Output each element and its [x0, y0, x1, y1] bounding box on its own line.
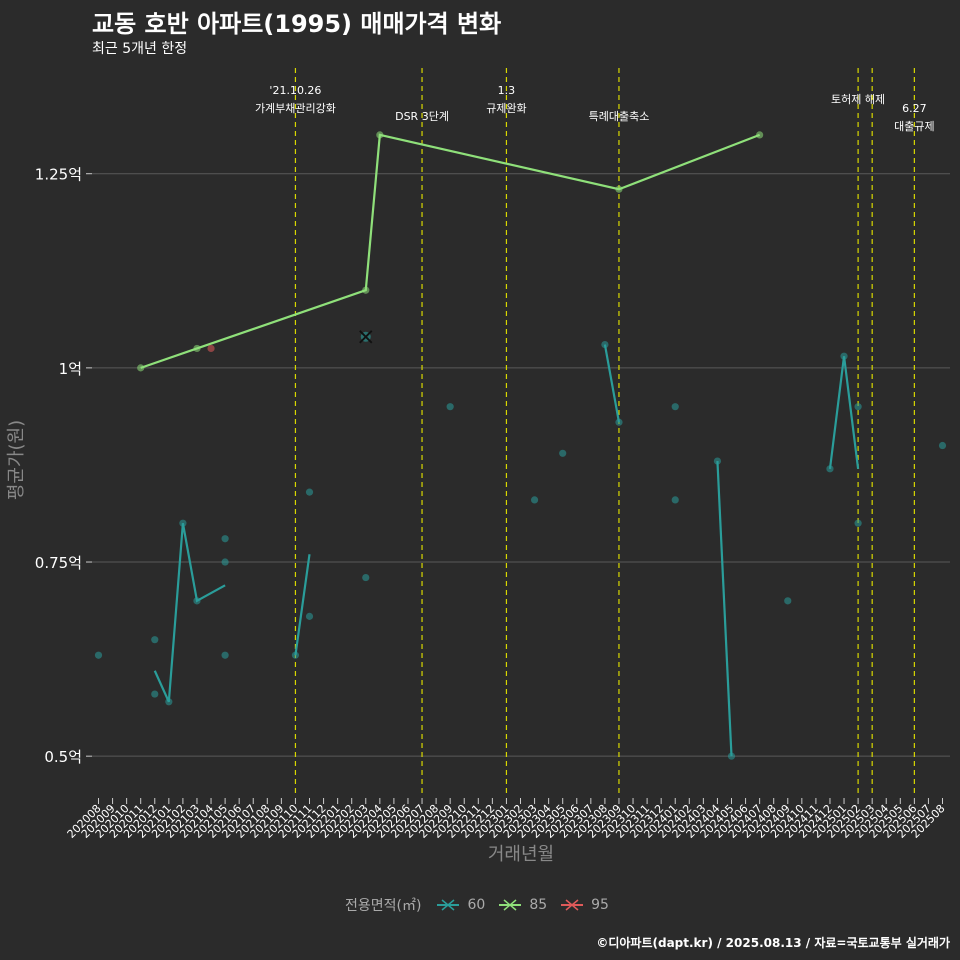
point-60-9 [291, 651, 300, 659]
event-label-2-0: 1.3 [498, 84, 516, 97]
point-60-21 [727, 752, 736, 760]
point-85-2 [362, 286, 370, 294]
point-60-10 [305, 488, 314, 496]
point-85-0 [137, 364, 145, 372]
point-60-23 [826, 465, 834, 473]
legend-key-85 [499, 899, 522, 911]
source-caption: ©디아파트(dapt.kr) / 2025.08.13 / 자료=국토교통부 실… [596, 936, 950, 950]
point-60-22 [784, 597, 792, 605]
point-60-27 [938, 441, 947, 450]
point-95-0 [207, 344, 215, 353]
point-60-19 [671, 496, 679, 504]
highlight-cross-b [359, 330, 373, 344]
event-label-0-1: 가계부채관리강화 [255, 102, 336, 115]
price-chart: 0.5억0.75억1억1.25억202008202009202010202011… [6, 68, 950, 865]
point-85-1 [193, 344, 201, 353]
legend-item-60: 60 [435, 895, 485, 915]
point-60-20 [713, 457, 722, 465]
series-85-line [140, 133, 761, 369]
point-60-0 [94, 651, 103, 659]
series-60-line2 [294, 554, 311, 656]
point-60-25 [854, 403, 862, 411]
y-tick-label-2: 1억 [59, 360, 82, 378]
point-60-5 [193, 597, 201, 605]
event-label-4-0: 토허제 해제 [831, 92, 885, 106]
legend-label-95: 95 [591, 897, 609, 913]
y-tick-label-0: 0.5억 [44, 748, 82, 766]
chart-title: 교동 호반 아파트(1995) 매매가격 변화 [92, 10, 502, 38]
point-60-6 [221, 535, 229, 543]
point-60-15 [559, 449, 567, 457]
point-60-2 [151, 690, 159, 698]
legend-title: 전용면적(㎡) [345, 898, 422, 914]
point-60-18 [671, 403, 679, 411]
point-60-11 [305, 612, 314, 620]
legend-key-95 [561, 899, 584, 911]
legend-item-85: 85 [497, 895, 547, 915]
series-60-line5 [828, 356, 860, 469]
point-85-5 [756, 131, 764, 139]
legend-key-60 [437, 899, 460, 911]
point-60-1 [151, 636, 159, 644]
x-axis-title: 거래년월 [488, 844, 554, 865]
point-60-8 [221, 651, 229, 659]
event-label-3-0: 특례대출축소 [589, 110, 650, 123]
point-60-14 [530, 496, 539, 504]
legend-label-60: 60 [467, 897, 486, 913]
point-85-4 [615, 185, 623, 193]
y-tick-label-3: 1.25억 [35, 166, 82, 184]
event-label-1-0: DSR 3단계 [395, 110, 449, 123]
event-label-2-1: 규제완화 [486, 102, 526, 115]
series-60-line3 [603, 344, 621, 423]
event-label-6-1: 대출규제 [894, 120, 934, 133]
event-label-0-0: '21.10.26 [269, 84, 321, 97]
point-60-16 [601, 340, 609, 349]
legend-label-85: 85 [529, 897, 548, 913]
point-60-13 [446, 403, 454, 411]
chart-subtitle: 최근 5개년 한정 [92, 41, 188, 57]
point-60-17 [615, 418, 623, 426]
legend: 전용면적(㎡) 60 85 95 [0, 895, 960, 915]
point-85-3 [376, 131, 384, 139]
series-60-line [153, 522, 226, 703]
y-axis-title: 평균가(원) [6, 420, 27, 500]
point-60-26 [854, 519, 862, 527]
event-label-6-0: 6.27 [902, 102, 927, 115]
y-tick-label-1: 0.75억 [35, 554, 82, 572]
point-60-4 [179, 519, 187, 527]
series-60-line4 [716, 461, 733, 757]
point-60-12 [362, 573, 370, 582]
point-60-24 [840, 352, 848, 360]
legend-item-95: 95 [559, 895, 609, 915]
point-60-7 [221, 558, 229, 566]
point-60-3 [165, 698, 173, 706]
